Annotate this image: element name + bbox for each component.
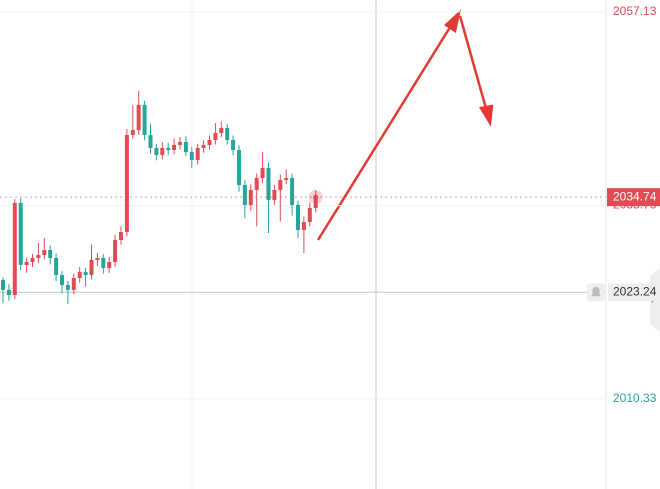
candle-body bbox=[89, 259, 94, 275]
candle-body bbox=[242, 184, 247, 205]
candle-body bbox=[65, 284, 70, 290]
arrow-down bbox=[458, 15, 489, 113]
candle-body bbox=[136, 104, 141, 131]
candle-body bbox=[237, 150, 241, 185]
candle-body bbox=[284, 177, 289, 180]
candle-body bbox=[124, 134, 129, 232]
arrowhead bbox=[443, 9, 462, 34]
crosshair-badge bbox=[608, 283, 660, 302]
candle-body bbox=[225, 128, 230, 141]
candle-body bbox=[113, 239, 118, 262]
candle-body bbox=[71, 277, 76, 290]
candle-body bbox=[219, 128, 224, 133]
annotation-arrows bbox=[316, 9, 494, 241]
candle-body bbox=[296, 204, 300, 230]
candle-body bbox=[30, 257, 35, 262]
candle-body bbox=[154, 147, 159, 155]
last-price: 2034.74 bbox=[613, 189, 657, 203]
crosshair-price: 2023.24 bbox=[613, 284, 657, 298]
candle-body bbox=[189, 152, 194, 160]
arrowhead bbox=[478, 104, 494, 127]
y-tick-label: 2010.33 bbox=[613, 391, 657, 405]
candle-body bbox=[77, 271, 82, 278]
candle-body bbox=[183, 141, 188, 153]
candle-body bbox=[166, 147, 171, 151]
candle-body bbox=[207, 140, 212, 145]
candle-body bbox=[107, 261, 112, 268]
candle-body bbox=[266, 167, 271, 200]
candle-body bbox=[278, 179, 283, 190]
candle-body bbox=[1, 279, 5, 290]
last-price-badge bbox=[607, 188, 660, 207]
candle-body bbox=[54, 257, 59, 275]
candle-body bbox=[148, 134, 153, 148]
y-tick-label: 2057.13 bbox=[613, 4, 657, 18]
arrow-up bbox=[316, 23, 454, 241]
candle-body bbox=[213, 132, 218, 141]
candle-body bbox=[119, 231, 123, 240]
candle-body bbox=[272, 189, 277, 200]
candle-body bbox=[313, 197, 318, 208]
candle-body bbox=[130, 130, 135, 135]
candle-body bbox=[6, 289, 11, 295]
candle-body bbox=[18, 202, 23, 265]
candle-body bbox=[301, 221, 306, 230]
candle-body bbox=[24, 261, 29, 265]
candle-body bbox=[260, 167, 265, 178]
candle-body bbox=[254, 177, 259, 190]
candle-body bbox=[101, 257, 106, 268]
candle-body bbox=[36, 254, 41, 258]
candle-body bbox=[307, 207, 312, 222]
bell-icon bbox=[591, 286, 601, 297]
candle-body bbox=[231, 140, 236, 151]
candle-body bbox=[42, 249, 47, 255]
candle-body bbox=[83, 271, 88, 275]
candle-body bbox=[290, 177, 295, 205]
candle-body bbox=[160, 147, 165, 155]
candle-body bbox=[201, 144, 206, 148]
candle-body bbox=[60, 274, 64, 285]
candle-body bbox=[142, 104, 147, 135]
pulse-dot bbox=[313, 194, 319, 200]
candle-body bbox=[178, 141, 182, 145]
candle-body bbox=[48, 249, 53, 258]
candle-body bbox=[12, 202, 17, 295]
candle-body bbox=[195, 147, 200, 160]
candle-body bbox=[95, 257, 100, 260]
candle-body bbox=[172, 144, 177, 151]
